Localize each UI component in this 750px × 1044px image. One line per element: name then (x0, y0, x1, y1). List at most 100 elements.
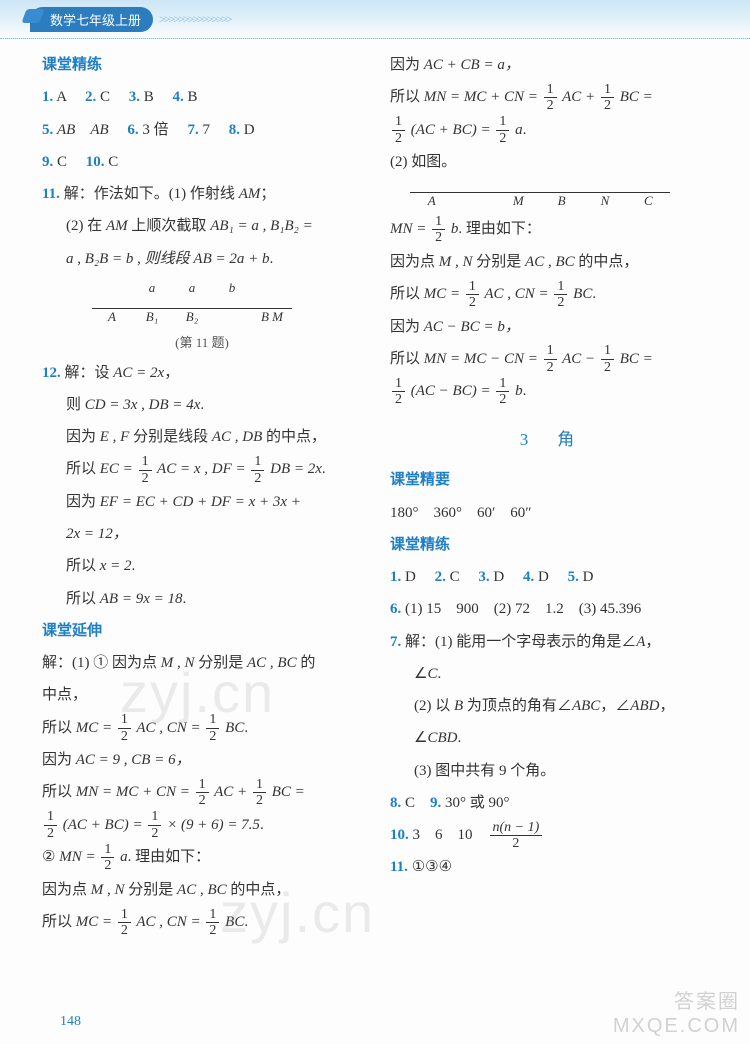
text-line: 则 CD = 3x , DB = 4x. (42, 389, 362, 421)
math: BC (569, 286, 592, 302)
lbl: a (132, 281, 172, 294)
math: MN = (59, 849, 99, 865)
text: 分别是 (125, 882, 178, 898)
fraction: 12 (196, 777, 209, 809)
text: ，∠ (600, 698, 630, 714)
num-b: 2 (206, 729, 219, 744)
ans-val: C (450, 569, 460, 585)
math: × (9 + 6) = 7.5 (163, 817, 260, 833)
lbl: a (172, 281, 212, 294)
text-line: 所以 MN = MC + CN = 12 AC + 12 BC = (390, 81, 710, 113)
num-t: n(n − 1) (490, 820, 543, 836)
text: (2) 在 (66, 218, 106, 234)
fraction: 12 (253, 777, 266, 809)
text-line: ② MN = 12 a. 理由如下： (42, 841, 362, 873)
num-b: 2 (118, 923, 131, 938)
ans-val: D (244, 122, 255, 138)
text: ∠ (414, 666, 427, 682)
diagram-11: aab AB₁B₂B M (92, 281, 292, 323)
text: 的 (297, 655, 316, 671)
num-b: 2 (392, 392, 405, 407)
lbl: C (627, 194, 670, 207)
num-t: 1 (206, 712, 219, 728)
text: 所以 (66, 591, 100, 607)
text-line: 所以 x = 2. (42, 550, 362, 582)
math: AC , DB (212, 429, 262, 445)
page-number: 148 (60, 1014, 81, 1030)
num-b: 2 (148, 826, 161, 841)
num-t: 1 (392, 376, 405, 392)
lbl: B₁ (132, 310, 172, 323)
diagram-top-labels: aab (92, 281, 292, 294)
ans-num: 3. (129, 89, 140, 105)
text-line: 解：(1) ① 因为点 M , N 分别是 AC , BC 的 (42, 647, 362, 679)
math: AC + (559, 89, 599, 105)
num-t: 1 (466, 279, 479, 295)
ans-val: C (57, 154, 67, 170)
ans-val: C (108, 154, 118, 170)
text: . 理由如下： (128, 849, 211, 865)
math: EC = (100, 461, 137, 477)
ans-val: 7 (202, 122, 210, 138)
solution-11: 11. 解：作法如下。(1) 作射线 AM； (42, 178, 362, 210)
section-title: 课堂精要 (390, 464, 710, 496)
num-b: 2 (496, 131, 509, 146)
math: x = 2 (100, 558, 132, 574)
ans-num: 7. (390, 634, 401, 650)
ans-num: 4. (173, 89, 184, 105)
text: 解：作法如下。(1) 作射线 (64, 186, 239, 202)
math: MC = (76, 720, 116, 736)
math: AM (106, 218, 128, 234)
num-b: 2 (118, 729, 131, 744)
math: B (454, 698, 463, 714)
math: AC = 9 , CB = 6， (76, 752, 191, 768)
num-b: 2 (601, 98, 614, 113)
text-line: a , B₂B = b , 则线段 AB = 2a + b. (42, 243, 362, 275)
math: BC = (616, 89, 653, 105)
lbl: B M (252, 310, 292, 323)
num-t: 1 (544, 82, 557, 98)
text: 上顺次截取 (128, 218, 211, 234)
num-t: 1 (148, 809, 161, 825)
text: 分别是线段 (129, 429, 212, 445)
math: AC = x , DF = (154, 461, 250, 477)
math: AC , CN = (481, 286, 553, 302)
ans-num: 11. (390, 859, 408, 875)
text-line: 因为 EF = EC + CD + DF = x + 3x + (42, 486, 362, 518)
math: MN = MC + CN = (76, 784, 194, 800)
num-b: 2 (101, 858, 114, 873)
ans-num: 12. (42, 365, 61, 381)
ans-val: 3 倍 (142, 122, 168, 138)
text-line: 2x = 12， (42, 518, 362, 550)
math: AM (239, 186, 261, 202)
math: (AC + BC) = (59, 817, 146, 833)
solution-12: 12. 解：设 AC = 2x， (42, 357, 362, 389)
math: AC , BC (247, 655, 297, 671)
answer-line: 11. ①③④ (390, 851, 710, 883)
text: 因为 (390, 319, 424, 335)
fraction: 12 (432, 214, 445, 246)
answer-line: 6. (1) 15 900 (2) 72 1.2 (3) 45.396 (390, 593, 710, 625)
num-t: 1 (206, 907, 219, 923)
num-b: 2 (544, 360, 557, 375)
text: 所以 (390, 351, 424, 367)
text-line: (2) 如图。 (390, 146, 710, 178)
math: ABD (630, 698, 659, 714)
fraction: 12 (392, 114, 405, 146)
fraction: 12 (251, 454, 264, 486)
math: AC , CN = (133, 720, 205, 736)
text: ② (42, 849, 59, 865)
num-b: 2 (253, 793, 266, 808)
fraction: 12 (601, 343, 614, 375)
text: . 理由如下： (458, 221, 541, 237)
num-t: 1 (118, 907, 131, 923)
lbl: M (497, 194, 540, 207)
diagram-caption: (第 11 题) (42, 329, 362, 357)
num-t: 1 (101, 842, 114, 858)
lbl: A (410, 194, 453, 207)
fraction: n(n − 1)2 (490, 820, 543, 852)
math: AC − (559, 351, 599, 367)
math: AB₁ = a , B₁B₂ = (210, 218, 313, 234)
text-line: 所以 MC = 12 AC , CN = 12 BC. (390, 278, 710, 310)
text: ∠ (414, 730, 427, 746)
